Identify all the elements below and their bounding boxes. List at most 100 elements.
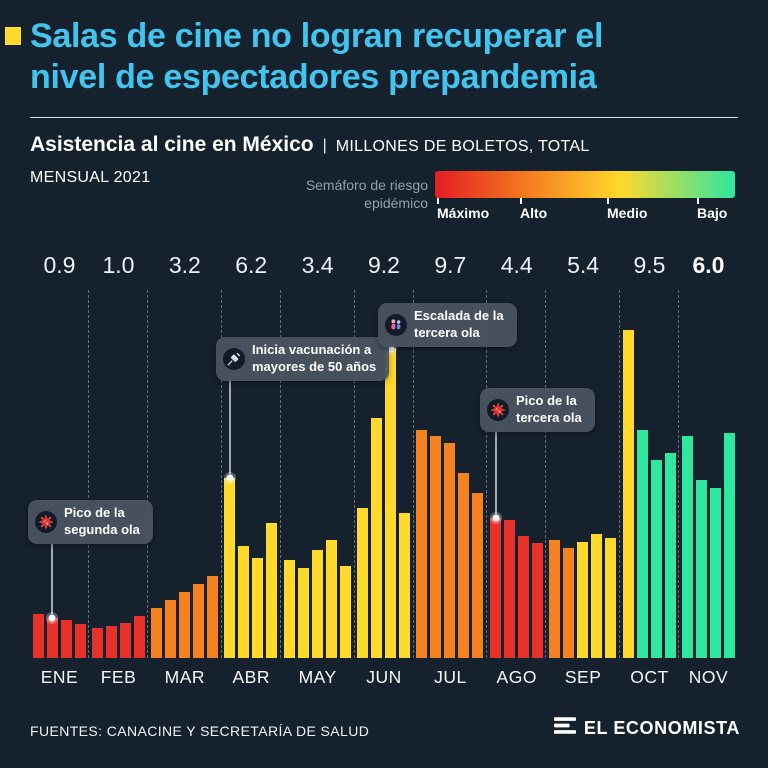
annotation-connector-line — [229, 380, 231, 474]
bar-week — [32, 614, 44, 658]
bar-week — [60, 620, 72, 658]
bar-week — [371, 418, 382, 658]
month-group-nov: 6.0 NOV — [679, 252, 738, 687]
month-label: MAR — [164, 667, 206, 687]
syringe-icon — [223, 347, 245, 370]
bar-week — [549, 540, 561, 658]
bar-week — [472, 493, 484, 658]
bar-week — [206, 576, 218, 658]
bar-week — [444, 443, 456, 658]
bar-week — [164, 600, 176, 658]
legend-tick — [607, 198, 609, 204]
month-group-sep: 5.4 SEP — [546, 252, 620, 687]
month-label: OCT — [630, 667, 669, 687]
bar-week — [224, 478, 236, 658]
annotation-second-wave: Pico de la segunda ola — [28, 500, 153, 544]
people-icon — [385, 313, 407, 336]
bar-week — [591, 534, 603, 658]
month-label: ABR — [232, 667, 270, 687]
title-divider — [30, 117, 738, 118]
month-bars — [620, 290, 679, 658]
bar-week — [357, 508, 368, 658]
subtitle-units-line2: MENSUAL 2021 — [30, 169, 151, 186]
bar-week — [563, 548, 575, 658]
annotation-text: Pico de la tercera ola — [516, 393, 582, 425]
monthly-total: 0.9 — [43, 252, 76, 278]
annotation-connector-line — [51, 542, 53, 614]
annotation-anchor-dot — [48, 614, 56, 622]
monthly-total: 6.2 — [235, 252, 268, 278]
bar-week — [91, 628, 103, 658]
bar-week — [710, 488, 721, 658]
month-label: AGO — [496, 667, 537, 687]
annotation-text: Pico de la segunda ola — [64, 505, 140, 537]
bar-week — [605, 538, 617, 658]
month-group-oct: 9.5 OCT — [620, 252, 679, 687]
month-bars — [487, 290, 547, 658]
legend-stop-label: Medio — [607, 205, 648, 221]
bar-week — [682, 436, 693, 658]
bar-week — [664, 453, 676, 658]
risk-legend-label: Semáforo de riesgo epidémico — [215, 176, 428, 212]
bar-week — [385, 348, 396, 658]
legend-stop-label: Máximo — [437, 205, 490, 221]
title-line-1: Salas de cine no logran recuperar el — [30, 17, 604, 55]
bar-week — [650, 460, 662, 658]
annotation-text: Escalada de la tercera ola — [414, 308, 504, 340]
annotation-anchor-dot — [492, 514, 500, 522]
month-bars — [222, 290, 281, 658]
title-line-2: nivel de espectadores prepandemia — [30, 57, 597, 96]
bar-week — [458, 473, 470, 658]
month-bars — [414, 290, 488, 658]
month-group-jun: 9.2 JUN — [355, 252, 414, 687]
subtitle-separator: | — [322, 137, 327, 154]
legend-stop-label: Bajo — [697, 205, 728, 221]
month-group-may: 3.4 MAY — [281, 252, 355, 687]
virus-icon — [487, 398, 509, 421]
month-group-ene: 0.9 ENE — [30, 252, 89, 687]
bar-week — [503, 520, 515, 658]
bar-week — [252, 558, 264, 658]
bar-week — [696, 480, 707, 658]
month-bars — [546, 290, 620, 658]
annotation-third-wave-escalation: Escalada de la tercera ola — [378, 303, 517, 347]
month-bars — [281, 290, 355, 658]
legend-label-line-2: epidémico — [364, 195, 428, 212]
legend-stop-label: Alto — [520, 205, 548, 221]
chart-subtitle: Asistencia al cine en México | MILLONES DE… — [30, 133, 590, 187]
bar-week — [46, 618, 58, 658]
subtitle-main: Asistencia al cine en México — [30, 133, 314, 156]
bar-week — [178, 592, 190, 658]
bar-week — [399, 513, 410, 658]
monthly-total: 9.5 — [633, 252, 666, 278]
month-group-feb: 1.0 FEB — [89, 252, 148, 687]
annotation-third-wave-peak: Pico de la tercera ola — [480, 388, 595, 432]
legend-label-line-1: Semáforo de riesgo — [305, 177, 428, 193]
month-group-abr: 6.2 ABR — [222, 252, 281, 687]
risk-gradient-bar — [435, 171, 735, 198]
el-economista-logo-icon — [553, 716, 576, 740]
bar-week — [622, 330, 634, 658]
risk-legend-stops: Máximo Alto Medio Bajo — [435, 198, 735, 224]
bar-week — [517, 536, 529, 658]
month-label: JUL — [434, 667, 467, 687]
monthly-total: 4.4 — [500, 252, 533, 278]
el-economista-brand: EL ECONOMISTA — [553, 716, 740, 740]
month-group-ago: 4.4 AGO — [487, 252, 547, 687]
legend-tick — [520, 198, 522, 204]
page-title: Salas de cine no logran recuperar el nive… — [30, 16, 745, 98]
bar-week — [238, 546, 250, 658]
bar-week — [105, 626, 117, 658]
bar-week — [339, 566, 351, 658]
bar-week — [416, 430, 428, 658]
month-label: SEP — [564, 667, 602, 687]
bar-week — [74, 624, 86, 658]
monthly-total: 3.4 — [301, 252, 334, 278]
bar-week — [577, 542, 589, 658]
virus-icon — [35, 510, 57, 533]
month-bars — [679, 290, 738, 658]
bar-week — [311, 550, 323, 658]
month-label: FEB — [100, 667, 137, 687]
month-bars — [355, 290, 414, 658]
